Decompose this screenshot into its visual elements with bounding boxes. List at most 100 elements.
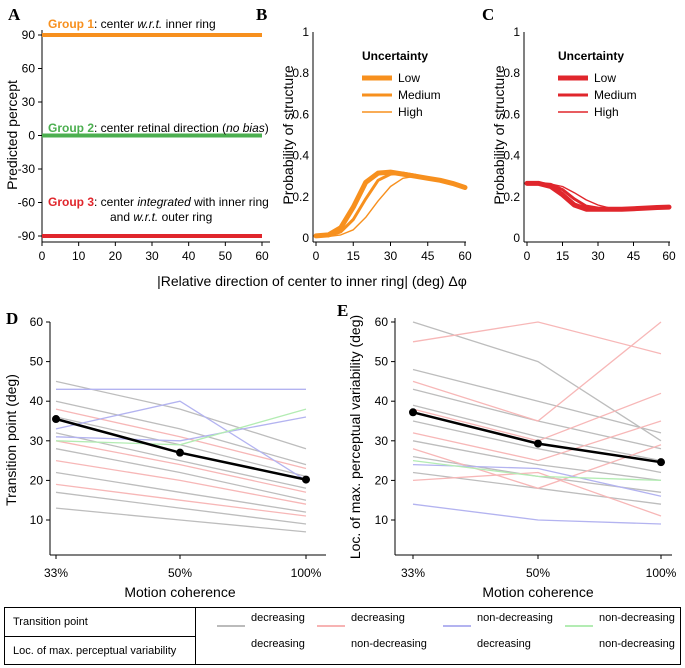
panel_e-participant-line [412, 321, 662, 422]
group2-annotation: Group 2: center retinal direction (no bi… [48, 121, 269, 135]
panel_d-participant-line [55, 459, 307, 505]
panel_c-curve-high [526, 182, 670, 210]
panel-a-xtick-label: 40 [182, 249, 196, 263]
panel_e-participant-line [412, 440, 662, 482]
panel_b-xtick-label: 30 [384, 249, 398, 263]
panel-b: 1 0.8 0.6 0.4 0.2 00 15 30 45 60 Probability of s… [280, 25, 472, 263]
panel-a-ytick-label: 30 [22, 95, 36, 109]
panel-a-ytick-label: -30 [18, 162, 36, 176]
panel-d-xlabel: Motion coherence [124, 584, 236, 600]
legend-row-loc-max-variability: Loc. of max. perceptual variability [13, 645, 177, 657]
legend-divider-horizontal [5, 636, 195, 637]
group3-annotation: Group 3: center integrated with inner ri… [48, 195, 269, 209]
panel_e-xtick-label: 100% [646, 566, 677, 580]
panel_d-mean-point [52, 415, 60, 424]
panel_b-xtick-label: 15 [347, 249, 361, 263]
panel-a-xtick-label: 30 [145, 249, 159, 263]
panel_d-ytick-label: 20 [30, 473, 44, 487]
legend-divider-vertical [195, 608, 196, 664]
panel_d-xtick-label: 33% [44, 566, 68, 580]
panel_d-mean-point [176, 448, 184, 457]
panel_b-ytick-label: 1 [302, 25, 309, 39]
panel_c-xtick-label: 45 [627, 249, 641, 263]
legend-green-bottom: non-decreasing [599, 638, 675, 650]
group3-label: Group 3 [48, 195, 94, 209]
panel-e-xlabel: Motion coherence [482, 584, 594, 600]
group3-line2a: and [110, 210, 133, 224]
legend-table: Transition point Loc. of max. perceptual… [4, 607, 681, 665]
legend-pink-top: decreasing [351, 612, 405, 624]
group1-italic: w.r.t. [137, 17, 162, 31]
panel_e-participant-line [412, 404, 662, 462]
legend-row-transition-point: Transition point [13, 616, 88, 628]
panel_b-legend-label: Medium [398, 88, 441, 102]
group3-line2-italic: w.r.t. [133, 210, 158, 224]
panel_b-ytick-label: 0 [302, 231, 309, 245]
group1-text1: : center [94, 17, 137, 31]
legend-blue-top: non-decreasing [477, 612, 553, 624]
panel_c-xtick-label: 0 [524, 249, 531, 263]
panel_e-ytick-label: 30 [375, 434, 389, 448]
group1-annotation: Group 1: center w.r.t. inner ring [48, 17, 216, 31]
panel_c-ytick-label: 0.6 [503, 107, 520, 121]
panel_e-ytick-label: 20 [375, 473, 389, 487]
group1-label: Group 1 [48, 17, 94, 31]
panel_e-ytick-label: 10 [375, 513, 389, 527]
panel_b-legend-label: High [398, 105, 423, 119]
panel_c-ytick-label: 0.8 [503, 66, 520, 80]
panel_e-participant-line [412, 321, 662, 355]
panel-d: 60 50 40 30 20 10 33% 50% 100% Transition point … [3, 315, 326, 600]
panel_d-ytick-label: 40 [30, 394, 44, 408]
panel_d-participant-line [55, 483, 307, 517]
panel_d-participant-line [55, 408, 307, 470]
panel_e-mean-line [412, 411, 662, 464]
panel-label-c: C [482, 5, 494, 24]
panel_e-xtick-label: 50% [526, 566, 550, 580]
panel_c-ytick-label: 1 [513, 25, 520, 39]
panel_d-participant-line [55, 380, 307, 450]
panel_b-ytick-label: 0.4 [292, 149, 309, 163]
panel_e-participant-line [412, 420, 662, 462]
panel-b-ylabel: Probability of structure [280, 65, 296, 204]
panel_d-participant-line [55, 416, 307, 478]
panel_e-ytick-label: 50 [375, 355, 389, 369]
legend-swatch-gray [217, 625, 245, 627]
legend-swatch-green [565, 625, 593, 627]
panel-a-ytick-label: 0 [28, 129, 35, 143]
panel_d-participant-line [55, 400, 307, 481]
panel_b-ytick-label: 0.6 [292, 107, 309, 121]
legend-swatch-pink [317, 625, 345, 627]
panel-a-xtick-label: 60 [255, 249, 269, 263]
panel_d-participant-line [55, 507, 307, 533]
panel_b-xtick-label: 45 [421, 249, 435, 263]
group3-text1: : center [94, 195, 137, 209]
panel-c-legend-title: Uncertainty [558, 49, 624, 63]
panel_d-ytick-label: 60 [30, 315, 44, 329]
panel_b-xtick-label: 0 [313, 249, 320, 263]
legend-blue-bottom: decreasing [477, 638, 531, 650]
panel-a-ytick-label: -90 [18, 229, 36, 243]
panel_c-ytick-label: 0 [513, 231, 520, 245]
panel_e-participant-line [412, 368, 662, 434]
group3-line2b: outer ring [158, 210, 212, 224]
panel-a-xtick-label: 50 [219, 249, 233, 263]
panel-e-ylabel: Loc. of max. perceptual variability (deg… [347, 315, 363, 559]
panel_b-ytick-label: 0.8 [292, 66, 309, 80]
panel-label-b: B [256, 5, 267, 24]
panel_d-participant-line [55, 400, 307, 466]
panel_e-xtick-label: 33% [401, 566, 425, 580]
panel-c-ylabel: Probability of structure [491, 65, 507, 204]
panel_b-legend-label: Low [398, 71, 420, 85]
panel-a-ytick-label: 90 [22, 28, 36, 42]
panel_d-xtick-label: 100% [291, 566, 322, 580]
shared-xlabel: |Relative direction of center to inner r… [157, 273, 467, 289]
group2-label: Group 2 [48, 121, 94, 135]
panel_e-participant-line [412, 455, 662, 493]
panel-a-xtick-label: 20 [109, 249, 123, 263]
panel-c: 1 0.8 0.6 0.4 0.2 00 15 30 45 60 Probability of s… [491, 25, 676, 263]
panel_e-participant-line [412, 503, 662, 525]
panel_c-xtick-label: 15 [556, 249, 570, 263]
panel_c-ytick-label: 0.4 [503, 149, 520, 163]
